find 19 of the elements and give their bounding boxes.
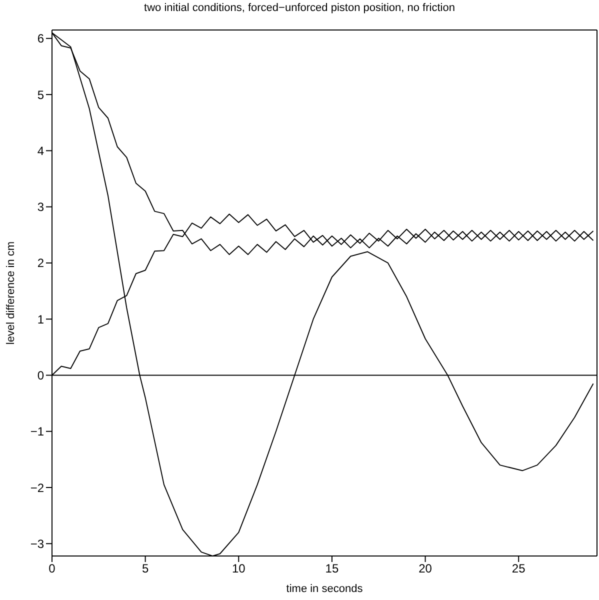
x-axis-title: time in seconds [286,583,364,595]
y-tick-label: 6 [37,32,44,46]
y-tick-label: 4 [37,144,44,158]
y-tick-label: −2 [30,480,44,495]
x-tick-label: 0 [48,562,56,576]
y-tick-label: 2 [37,256,44,270]
y-tick-label: 0 [37,368,44,382]
chart-title: two initial conditions, forced−unforced piston position, no friction [143,1,456,16]
x-tick-label: 10 [232,562,246,576]
y-axis-title: level difference in cm [4,241,17,345]
x-tick-label: 20 [418,562,432,576]
y-tick-label: −3 [30,536,44,551]
y-tick-label: 3 [37,200,44,214]
y-tick-label: 5 [37,88,44,102]
x-tick-label: 5 [142,562,149,576]
y-tick-label: −1 [30,424,44,439]
x-tick-label: 25 [512,562,526,576]
x-tick-label: 15 [325,562,339,576]
y-tick-label: 1 [37,312,44,326]
